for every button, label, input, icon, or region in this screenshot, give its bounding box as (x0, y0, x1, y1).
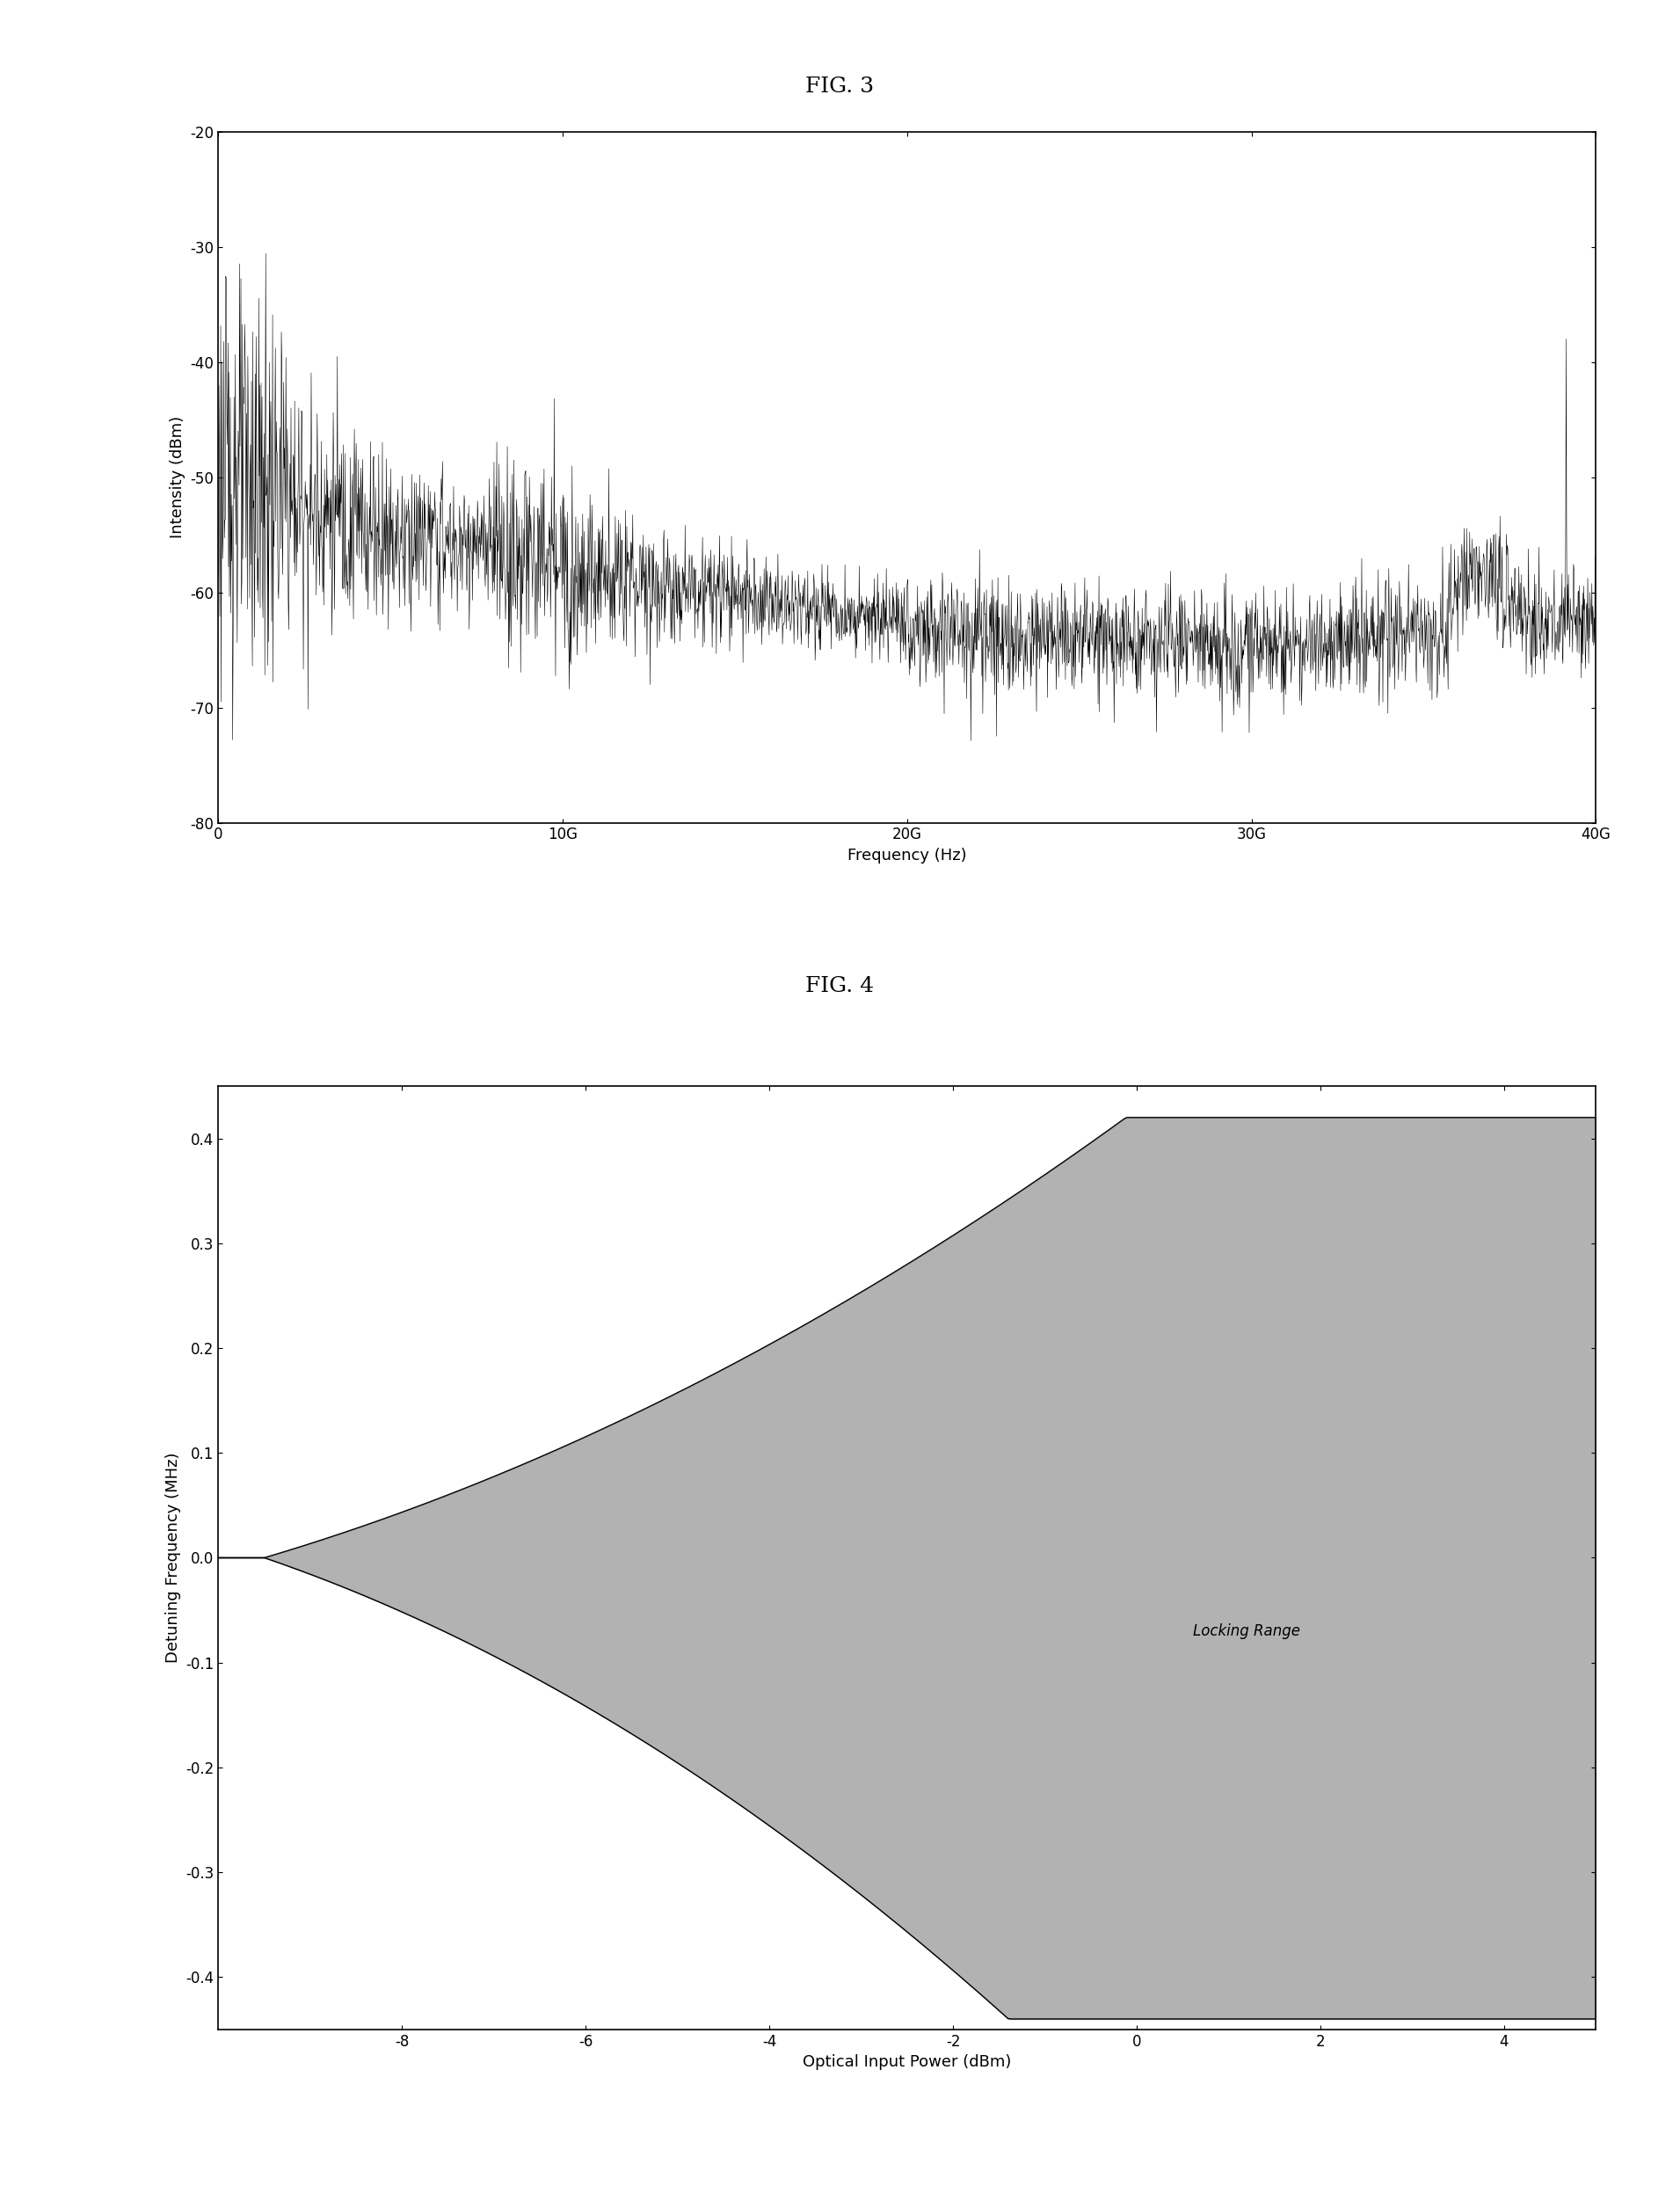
Y-axis label: Detuning Frequency (MHz): Detuning Frequency (MHz) (165, 1452, 181, 1663)
X-axis label: Frequency (Hz): Frequency (Hz) (848, 847, 966, 864)
Text: Locking Range: Locking Range (1193, 1624, 1300, 1639)
X-axis label: Optical Input Power (dBm): Optical Input Power (dBm) (803, 2054, 1011, 2071)
Y-axis label: Intensity (dBm): Intensity (dBm) (170, 417, 185, 538)
Text: FIG. 3: FIG. 3 (806, 77, 874, 97)
Text: FIG. 4: FIG. 4 (806, 976, 874, 996)
